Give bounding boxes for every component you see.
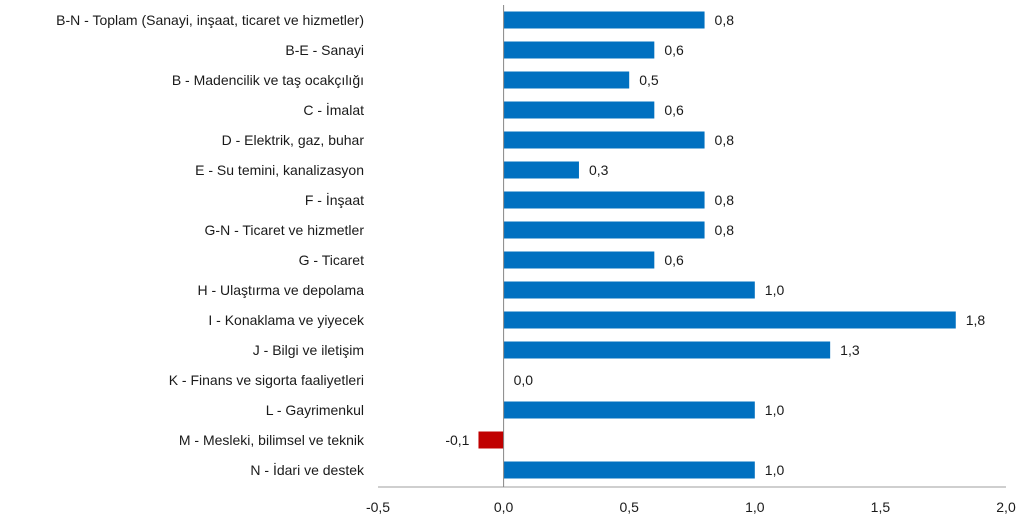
category-label: H - Ulaştırma ve depolama	[197, 282, 364, 298]
x-tick-labels: -0,5 0,0 0,5 1,0 1,5 2,0	[366, 499, 1016, 515]
data-label: 0,3	[589, 162, 609, 178]
bar	[503, 71, 630, 89]
x-tick-label: 1,0	[745, 499, 765, 515]
category-label: B-N - Toplam (Sanayi, inşaat, ticaret ve…	[56, 12, 364, 28]
data-label: 1,0	[765, 402, 785, 418]
data-label: 1,0	[765, 282, 785, 298]
data-label: 0,8	[715, 12, 735, 28]
data-label: 0,6	[664, 102, 684, 118]
category-label: I - Konaklama ve yiyecek	[208, 312, 365, 328]
data-labels: 0,8 0,6 0,5 0,6 0,8 0,3 0,8 0,8 0,6 1,0 1,8 1,3 0,0 1…	[445, 12, 985, 478]
bars-group	[478, 11, 956, 479]
bar	[503, 461, 755, 479]
bar	[503, 341, 831, 359]
bar	[503, 41, 655, 59]
data-label: 0,8	[715, 222, 735, 238]
category-label: G - Ticaret	[299, 252, 364, 268]
category-label: B - Madencilik ve taş ocakçılığı	[172, 72, 364, 88]
category-labels: B-N - Toplam (Sanayi, inşaat, ticaret ve…	[56, 12, 365, 478]
data-label: -0,1	[445, 432, 469, 448]
data-label: 0,5	[639, 72, 659, 88]
category-label: M - Mesleki, bilimsel ve teknik	[179, 432, 365, 448]
bar	[503, 251, 655, 269]
category-label: N - İdari ve destek	[250, 461, 365, 478]
data-label: 1,8	[966, 312, 986, 328]
category-label: G-N - Ticaret ve hizmetler	[205, 222, 365, 238]
category-label: B-E - Sanayi	[285, 42, 364, 58]
category-label: F - İnşaat	[305, 191, 364, 208]
data-label: 1,0	[765, 462, 785, 478]
data-label: 0,6	[664, 252, 684, 268]
category-label: J - Bilgi ve iletişim	[253, 342, 364, 358]
bar	[503, 11, 705, 29]
bar	[503, 311, 956, 329]
x-tick-label: 0,0	[494, 499, 514, 515]
category-label: K - Finans ve sigorta faaliyetleri	[169, 372, 364, 388]
x-tick-label: 0,5	[619, 499, 639, 515]
data-label: 0,8	[715, 132, 735, 148]
category-label: C - İmalat	[303, 101, 364, 118]
bar	[503, 191, 705, 209]
bar	[503, 161, 579, 179]
x-tick-label: 2,0	[996, 499, 1016, 515]
bar	[503, 101, 655, 119]
category-label: E - Su temini, kanalizasyon	[195, 162, 364, 178]
data-label: 0,0	[514, 372, 534, 388]
x-tick-label: 1,5	[871, 499, 891, 515]
bar	[478, 431, 504, 449]
data-label: 1,3	[840, 342, 860, 358]
bar	[503, 131, 705, 149]
bar	[503, 281, 755, 299]
data-label: 0,8	[715, 192, 735, 208]
bar	[503, 401, 755, 419]
category-label: D - Elektrik, gaz, buhar	[222, 132, 365, 148]
bar	[503, 221, 705, 239]
category-label: L - Gayrimenkul	[266, 402, 364, 418]
x-tick-label: -0,5	[366, 499, 390, 515]
data-label: 0,6	[664, 42, 684, 58]
